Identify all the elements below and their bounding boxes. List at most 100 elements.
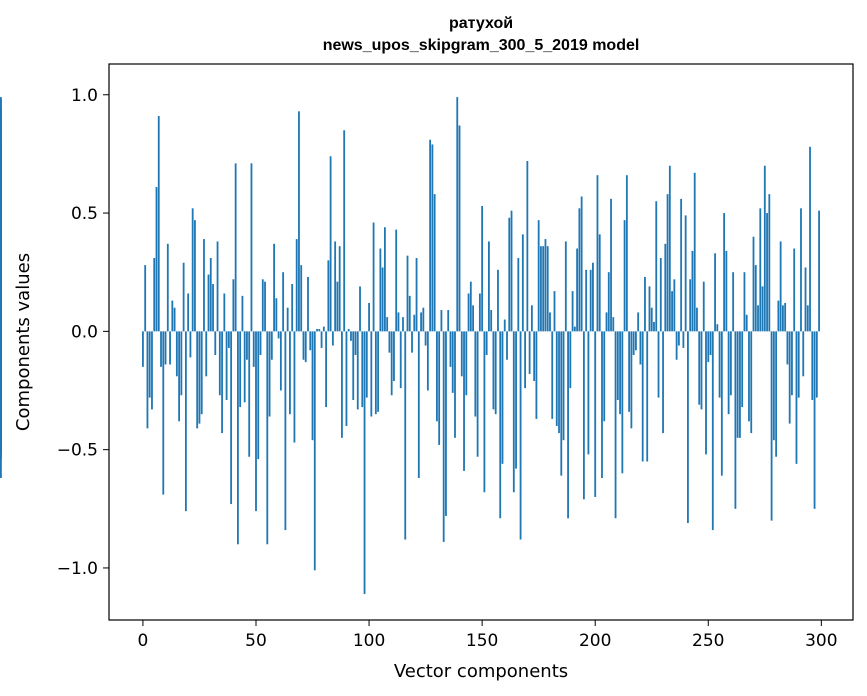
- bar: [503, 319, 506, 332]
- bar: [359, 286, 361, 332]
- y-tick-label: 0.0: [71, 322, 98, 342]
- bar: [589, 269, 592, 332]
- bar: [707, 331, 710, 363]
- bar: [684, 215, 687, 332]
- x-tick-label: 0: [138, 631, 149, 651]
- bar: [650, 307, 653, 332]
- bar: [535, 331, 538, 419]
- bar: [153, 258, 156, 332]
- bar: [194, 220, 196, 332]
- bar: [198, 331, 201, 424]
- bar: [411, 331, 413, 353]
- bar: [750, 331, 753, 434]
- bar: [813, 331, 816, 509]
- bar: [659, 258, 662, 332]
- bar: [696, 307, 698, 332]
- y-tick-label: 1.0: [71, 86, 98, 106]
- bar: [809, 146, 811, 332]
- bar: [440, 310, 443, 332]
- bar: [476, 331, 479, 457]
- bar: [605, 312, 608, 332]
- bar: [806, 305, 809, 332]
- bar: [612, 317, 615, 332]
- bar: [350, 331, 352, 341]
- bar: [180, 331, 183, 396]
- bar: [734, 331, 737, 509]
- bar: [146, 331, 149, 429]
- bar: [754, 265, 757, 332]
- bar: [467, 293, 470, 332]
- bar: [273, 243, 275, 332]
- bar: [372, 222, 375, 332]
- bar: [307, 276, 309, 332]
- bar: [275, 298, 278, 332]
- bar: [488, 241, 490, 332]
- bar: [390, 331, 393, 396]
- bar: [352, 331, 355, 400]
- bar: [745, 314, 748, 332]
- bar: [795, 331, 798, 464]
- bar: [298, 111, 300, 332]
- bar: [169, 331, 171, 365]
- bar: [772, 331, 775, 441]
- bar: [743, 272, 746, 332]
- bar: [386, 317, 389, 332]
- bar: [687, 331, 689, 523]
- bar: [354, 331, 357, 356]
- bar: [404, 331, 407, 540]
- bar: [270, 331, 273, 360]
- bar: [646, 331, 649, 462]
- bar: [178, 331, 181, 422]
- bar: [630, 331, 633, 429]
- bar: [582, 331, 585, 500]
- bar: [363, 331, 366, 594]
- bar: [469, 281, 472, 332]
- bar: [370, 331, 373, 417]
- x-tick-label: 100: [353, 631, 385, 651]
- bar: [214, 331, 217, 356]
- bar: [474, 331, 477, 417]
- bar: [436, 331, 438, 422]
- bar: [673, 279, 676, 332]
- bar: [295, 239, 298, 332]
- bar: [729, 331, 732, 396]
- bar: [675, 331, 678, 360]
- y-axis-label: Components values: [13, 253, 34, 431]
- bar: [485, 331, 488, 356]
- bar: [445, 331, 447, 516]
- bar: [205, 331, 208, 377]
- bar: [239, 331, 242, 408]
- bar: [478, 293, 481, 332]
- bar: [533, 331, 536, 382]
- bar: [393, 331, 395, 382]
- bar: [318, 328, 321, 332]
- bar: [677, 331, 680, 346]
- bar: [510, 210, 513, 332]
- bar: [668, 165, 671, 332]
- x-tick-label: 300: [805, 631, 837, 651]
- bar: [286, 307, 289, 332]
- y-tick-label: 0.5: [71, 204, 98, 224]
- bar: [343, 130, 346, 332]
- x-axis-label: Vector components: [394, 661, 568, 682]
- x-axis: 0 50 100 150 200 250 300: [138, 620, 838, 651]
- bar: [155, 187, 158, 332]
- bar: [336, 281, 339, 332]
- bar: [800, 208, 802, 332]
- bar: [657, 331, 660, 398]
- bar: [268, 331, 271, 417]
- x-tick-label: 150: [466, 631, 498, 651]
- bar: [700, 331, 703, 410]
- bar: [698, 331, 701, 405]
- bar: [320, 331, 323, 348]
- bar: [431, 144, 434, 332]
- bar: [347, 328, 350, 332]
- bar: [164, 331, 167, 365]
- bar: [157, 116, 160, 332]
- bar: [388, 331, 391, 353]
- bar: [252, 331, 255, 367]
- bar: [578, 208, 581, 332]
- bar: [417, 331, 420, 479]
- bar: [569, 331, 572, 389]
- bar: [815, 331, 818, 398]
